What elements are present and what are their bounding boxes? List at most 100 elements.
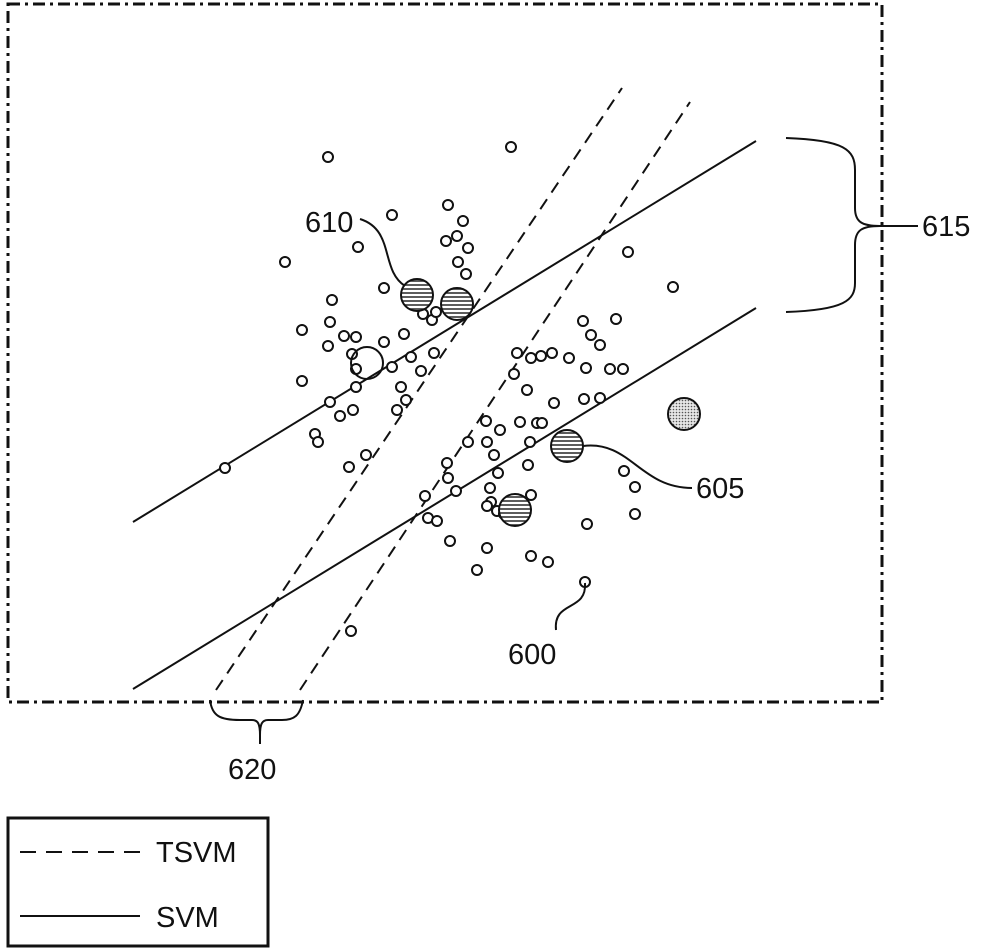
data-point <box>577 315 589 327</box>
data-point <box>442 472 454 484</box>
data-point <box>386 361 398 373</box>
data-point <box>395 381 407 393</box>
data-point <box>524 436 536 448</box>
data-point <box>629 508 641 520</box>
data-point <box>481 500 493 512</box>
data-point <box>457 215 469 227</box>
leader-600 <box>554 582 587 631</box>
data-point <box>322 151 334 163</box>
data-point <box>430 306 442 318</box>
data-point <box>494 424 506 436</box>
data-point <box>279 256 291 268</box>
data-point <box>219 462 231 474</box>
data-point <box>484 482 496 494</box>
data-point <box>617 363 629 375</box>
data-point <box>391 404 403 416</box>
data-point <box>324 316 336 328</box>
data-point <box>462 242 474 254</box>
data-point <box>343 461 355 473</box>
brace-620 <box>209 699 304 736</box>
legend-tsvm-label: TSVM <box>156 837 237 869</box>
data-point <box>542 556 554 568</box>
labeled-point-ring <box>350 346 384 380</box>
brace-615 <box>785 137 881 313</box>
labeled-point-hatched-b <box>498 493 532 527</box>
data-point <box>521 384 533 396</box>
data-point <box>629 481 641 493</box>
data-point <box>610 313 622 325</box>
data-point <box>481 436 493 448</box>
data-point <box>431 515 443 527</box>
data-point <box>667 281 679 293</box>
data-point <box>360 449 372 461</box>
svm-upper-line <box>132 140 757 523</box>
data-point <box>378 282 390 294</box>
data-point <box>618 465 630 477</box>
legend-svm-label: SVM <box>156 902 219 934</box>
data-point <box>525 550 537 562</box>
ref-label-615: 615 <box>922 211 970 243</box>
data-point <box>488 449 500 461</box>
data-point <box>622 246 634 258</box>
leader-610 <box>359 218 406 287</box>
data-point <box>296 375 308 387</box>
data-point <box>452 256 464 268</box>
ref-label-600: 600 <box>508 639 556 671</box>
svm-lines <box>132 140 757 690</box>
data-point <box>471 564 483 576</box>
data-point <box>511 347 523 359</box>
data-point <box>480 415 492 427</box>
data-point <box>508 368 520 380</box>
data-point <box>440 235 452 247</box>
unlabeled-point-dotted <box>667 397 701 431</box>
plot-frame <box>6 2 884 704</box>
data-point <box>525 352 537 364</box>
data-point <box>444 535 456 547</box>
data-point <box>585 329 597 341</box>
tsvm-lines <box>215 87 691 691</box>
data-point <box>460 268 472 280</box>
labeled-point-605 <box>550 429 584 463</box>
data-point <box>334 410 346 422</box>
data-point <box>378 336 390 348</box>
data-point <box>594 339 606 351</box>
data-points <box>219 141 679 637</box>
ref-label-605: 605 <box>696 473 744 505</box>
tsvm-right-line <box>299 101 691 691</box>
data-point <box>451 230 463 242</box>
data-point <box>536 417 548 429</box>
data-point <box>405 351 417 363</box>
data-point <box>548 397 560 409</box>
data-point <box>386 209 398 221</box>
data-point <box>350 381 362 393</box>
data-point <box>296 324 308 336</box>
data-point <box>352 241 364 253</box>
data-point <box>326 294 338 306</box>
labeled-point-610 <box>400 278 434 312</box>
data-point <box>338 330 350 342</box>
data-point <box>578 393 590 405</box>
labeled-point-hatched-c <box>440 287 474 321</box>
data-point <box>604 363 616 375</box>
data-point <box>492 467 504 479</box>
data-point <box>400 394 412 406</box>
data-point <box>462 436 474 448</box>
data-point <box>441 457 453 469</box>
data-point <box>581 518 593 530</box>
data-point <box>398 328 410 340</box>
data-point <box>428 347 440 359</box>
data-point <box>419 490 431 502</box>
data-point <box>522 459 534 471</box>
svm-lower-line <box>132 307 757 690</box>
legend-box <box>6 816 270 948</box>
legend: TSVM SVM <box>6 816 270 948</box>
data-point <box>514 416 526 428</box>
data-point <box>345 625 357 637</box>
data-point <box>312 436 324 448</box>
data-point <box>347 404 359 416</box>
data-point <box>563 352 575 364</box>
ref-label-620: 620 <box>228 754 276 786</box>
data-point <box>415 365 427 377</box>
data-point <box>322 340 334 352</box>
data-point <box>594 392 606 404</box>
